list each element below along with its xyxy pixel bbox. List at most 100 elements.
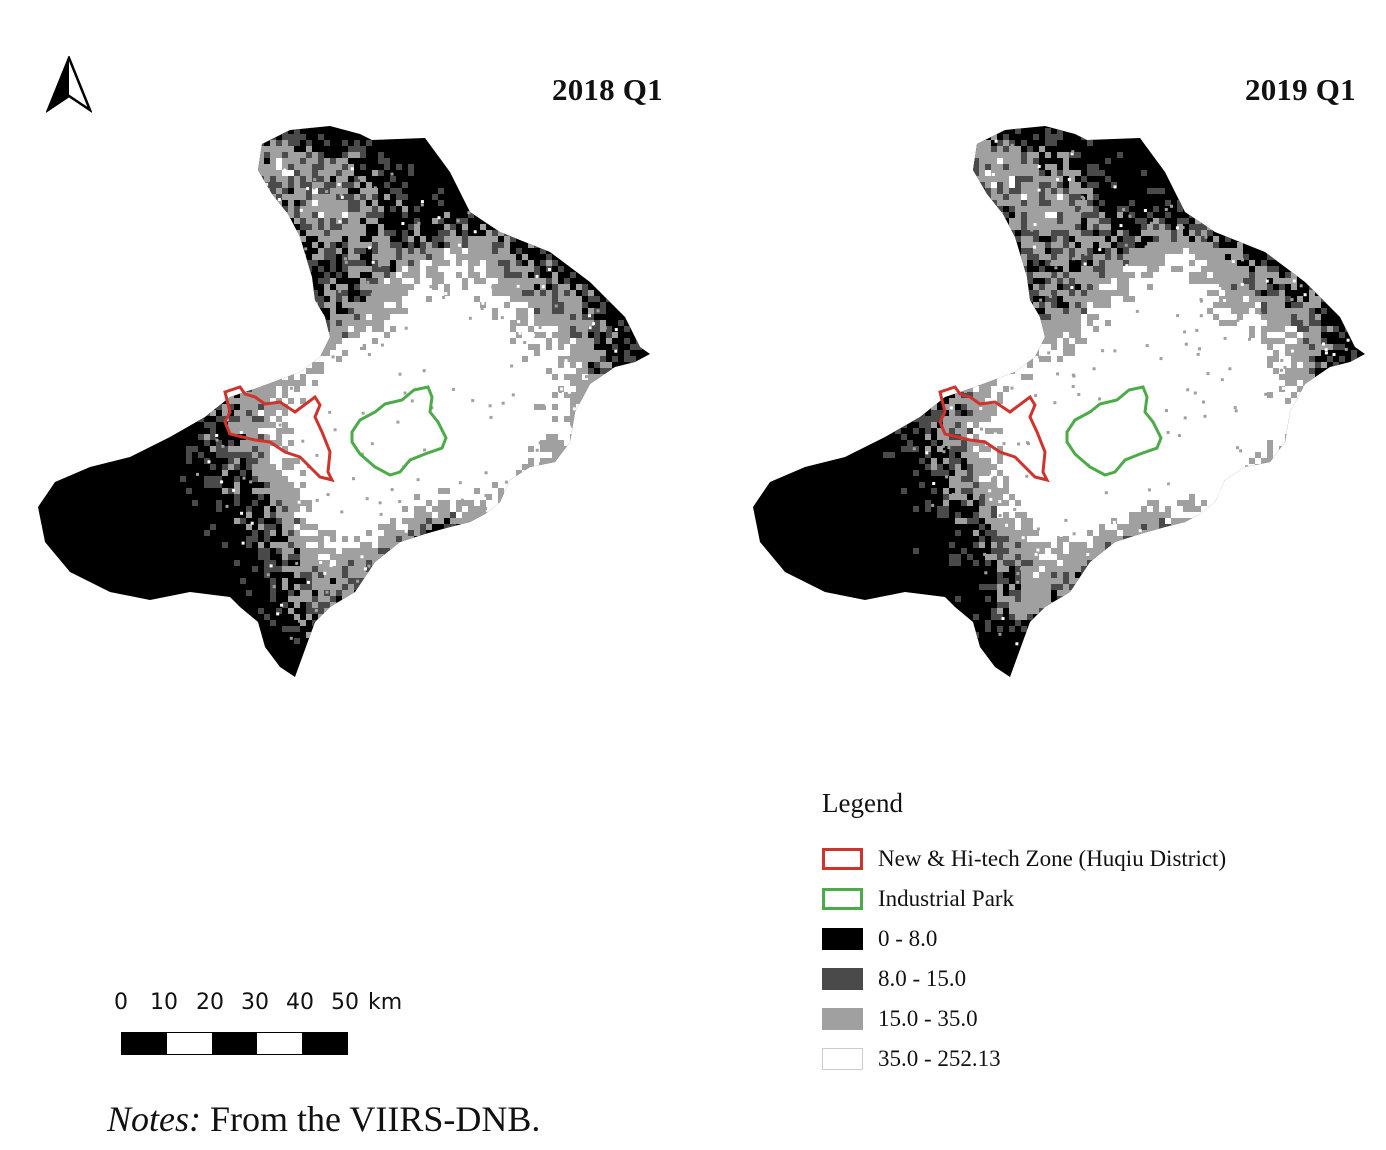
light-pixel [540, 356, 546, 362]
light-pixel [612, 392, 618, 398]
light-pixel [973, 320, 979, 326]
light-pixel [1135, 236, 1141, 242]
light-pixel [480, 332, 486, 338]
light-pixel [324, 554, 330, 560]
light-pixel [474, 422, 480, 428]
light-pixel [372, 386, 378, 392]
light-pixel [288, 512, 294, 518]
light-pixel [516, 410, 522, 416]
light-pixel [1087, 284, 1093, 290]
light-pixel [1153, 284, 1159, 290]
light-pixel [354, 182, 360, 188]
light-pixel [1099, 224, 1105, 230]
light-pixel [354, 518, 360, 524]
light-pixel [522, 368, 528, 374]
light-pixel [198, 452, 204, 458]
light-pixel [973, 164, 979, 170]
light-pixel [498, 344, 504, 350]
light-pixel [1147, 272, 1153, 278]
light-pixel [522, 320, 528, 326]
light-pixel [552, 356, 558, 362]
light-pixel [462, 314, 468, 320]
light-pixel [1063, 272, 1069, 278]
light-pixel [1129, 212, 1135, 218]
light-pixel [438, 464, 444, 470]
light-pixel [270, 416, 276, 422]
light-pixel [1207, 296, 1213, 302]
light-pixel [576, 458, 582, 464]
light-pixel [414, 278, 420, 284]
light-pixel [1177, 320, 1183, 326]
light-pixel [348, 248, 354, 254]
light-pixel [378, 308, 384, 314]
light-pixel [510, 452, 516, 458]
light-pixel [1129, 302, 1135, 308]
light-pixel [1213, 272, 1219, 278]
light-pixel [534, 368, 540, 374]
light-pixel [516, 464, 522, 470]
light-pixel [492, 242, 498, 248]
light-pixel [498, 398, 504, 404]
light-pixel [504, 512, 510, 518]
light-pixel [276, 338, 282, 344]
light-pixel [372, 506, 378, 512]
light-pixel [991, 152, 997, 158]
light-pixel [576, 422, 582, 428]
light-pixel [1075, 224, 1081, 230]
light-pixel [480, 338, 486, 344]
light-pixel [1123, 284, 1129, 290]
light-pixel [606, 422, 612, 428]
light-pixel [378, 398, 384, 404]
light-pixel [312, 326, 318, 332]
light-pixel [492, 374, 498, 380]
light-pixel [546, 260, 552, 266]
light-pixel [324, 206, 330, 212]
light-pixel [264, 320, 270, 326]
light-pixel [330, 206, 336, 212]
light-pixel [1015, 206, 1021, 212]
light-pixel [330, 236, 336, 242]
light-pixel [312, 494, 318, 500]
light-pixel [300, 434, 306, 440]
light-pixel [378, 296, 384, 302]
light-pixel [462, 242, 468, 248]
light-pixel [1141, 260, 1147, 266]
light-pixel [516, 230, 522, 236]
light-pixel [1009, 242, 1015, 248]
light-pixel [318, 602, 324, 608]
light-pixel [444, 236, 450, 242]
light-pixel [258, 170, 264, 176]
light-pixel [438, 326, 444, 332]
light-pixel [1027, 242, 1033, 248]
light-pixel [1147, 212, 1153, 218]
light-pixel [1141, 320, 1147, 326]
light-pixel [324, 542, 330, 548]
light-pixel [294, 446, 300, 452]
light-pixel [276, 476, 282, 482]
light-pixel [348, 482, 354, 488]
light-pixel [318, 416, 324, 422]
light-pixel [1165, 338, 1171, 344]
light-pixel [1291, 308, 1297, 314]
light-pixel [408, 596, 414, 602]
light-pixel [552, 440, 558, 446]
light-pixel [354, 140, 360, 146]
light-pixel [330, 188, 336, 194]
light-pixel [252, 362, 258, 368]
light-pixel [366, 338, 372, 344]
light-pixel [468, 212, 474, 218]
light-pixel [366, 470, 372, 476]
light-pixel [1003, 146, 1009, 152]
light-pixel [516, 488, 522, 494]
light-pixel [234, 518, 240, 524]
light-pixel [354, 560, 360, 566]
light-pixel [330, 332, 336, 338]
light-pixel [552, 398, 558, 404]
light-pixel [1045, 272, 1051, 278]
light-pixel [1279, 302, 1285, 308]
light-pixel [492, 296, 498, 302]
light-pixel [462, 320, 468, 326]
light-pixel [468, 320, 474, 326]
light-pixel [384, 392, 390, 398]
light-pixel [558, 380, 564, 386]
